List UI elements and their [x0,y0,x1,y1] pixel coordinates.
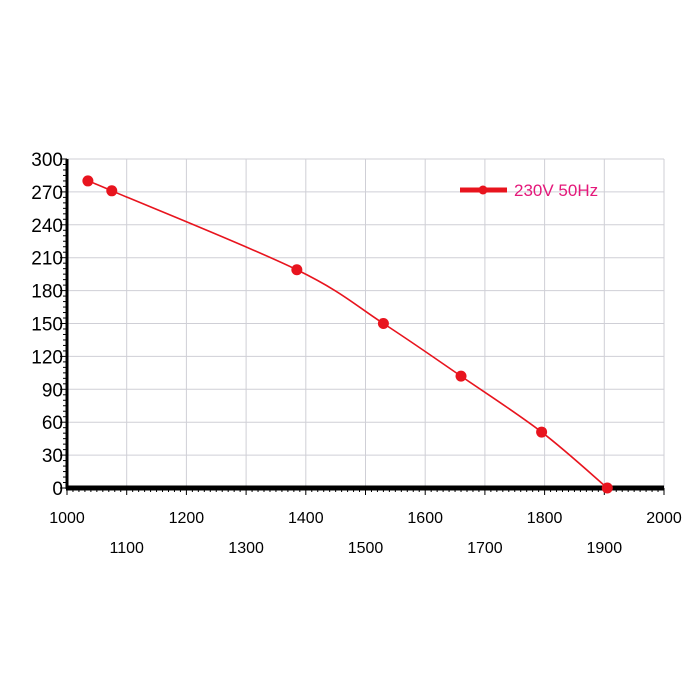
data-point [536,426,548,438]
x-tick-label: 1600 [407,510,443,527]
y-tick-label: 270 [31,183,63,204]
x-tick-label: 2000 [646,510,682,527]
y-tick-label: 60 [42,413,63,434]
x-tick-label: 1700 [467,540,503,557]
y-tick-label: 300 [31,150,63,171]
x-tick-label: 1400 [288,510,324,527]
series-layer [82,175,613,494]
axis-ticks [60,158,665,495]
y-tick-label: 240 [31,216,63,237]
x-tick-label: 1800 [527,510,563,527]
x-tick-label: 1300 [228,540,264,557]
data-point [455,370,467,382]
tick-labels: 0 30 60 90 120 150 180 210 240 270 300 1000 1100 1200… [31,150,682,557]
x-tick-label: 1100 [109,540,144,557]
series-line [87,180,608,489]
legend: 230V 50Hz [460,181,598,200]
x-tick-label: 1900 [587,540,623,557]
y-tick-label: 30 [42,446,63,467]
legend-label: 230V 50Hz [514,181,598,200]
x-tick-label: 1200 [169,510,205,527]
y-tick-label: 120 [31,347,63,368]
axes [65,159,664,491]
y-tick-label: 150 [31,315,63,336]
data-point [601,482,613,494]
y-tick-label: 0 [52,479,63,500]
data-point [377,318,389,329]
data-point [82,175,94,187]
data-point [106,185,118,197]
grid [67,158,665,488]
y-tick-label: 210 [31,249,63,270]
y-tick-label: 90 [42,380,63,401]
legend-marker [478,185,488,195]
x-tick-label: 1500 [348,540,384,557]
y-tick-label: 180 [31,282,63,303]
data-point [291,264,303,276]
x-tick-label: 1000 [49,510,85,527]
